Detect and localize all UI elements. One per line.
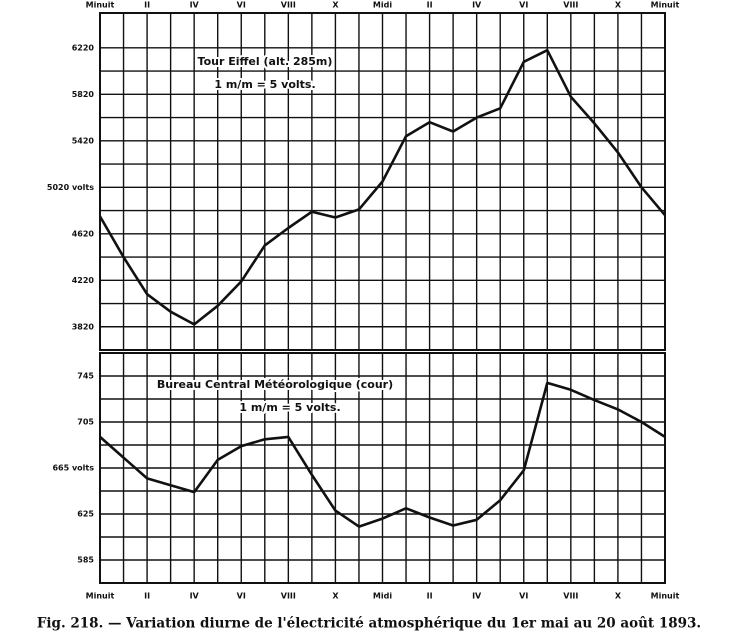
plot-frame (99, 12, 666, 351)
x-tick-label: Minuit (651, 1, 680, 10)
annotation: 1 m/m = 5 volts. (214, 78, 315, 91)
y-tick-label: 585 (77, 556, 94, 565)
x-tick-label: X (332, 1, 339, 10)
y-tick-label: 665 volts (52, 464, 94, 473)
x-tick-label: Minuit (86, 592, 115, 601)
x-tick-label: VIII (563, 592, 578, 601)
y-tick-label: 745 (77, 372, 94, 381)
x-tick-label: Midi (373, 1, 392, 10)
x-tick-label: Minuit (651, 592, 680, 601)
x-tick-label: VIII (281, 592, 296, 601)
x-tick-label: VI (519, 1, 528, 10)
x-tick-label: VI (519, 592, 528, 601)
y-tick-label: 625 (77, 510, 94, 519)
annotation: 1 m/m = 5 volts. (239, 401, 340, 414)
y-tick-label: 5420 (72, 136, 95, 145)
y-tick-label: 5020 volts (47, 183, 94, 192)
x-tick-label: IV (472, 592, 482, 601)
x-tick-label: IV (190, 1, 200, 10)
x-tick-label: II (144, 1, 150, 10)
data-line (99, 381, 666, 528)
y-tick-label: 3820 (72, 322, 95, 331)
x-tick-label: II (427, 1, 433, 10)
x-tick-label: VIII (281, 1, 296, 10)
annotation: Bureau Central Météorologique (cour) (157, 378, 393, 391)
x-tick-label: X (332, 592, 339, 601)
x-tick-label: Midi (373, 592, 392, 601)
annotation: Tour Eiffel (alt. 285m) (198, 55, 333, 68)
plot-frame (99, 352, 666, 584)
y-tick-label: 4620 (72, 229, 95, 238)
y-tick-label: 6220 (72, 43, 95, 52)
y-tick-label: 5820 (72, 90, 95, 99)
x-tick-label: VIII (563, 1, 578, 10)
x-tick-label: X (615, 592, 622, 601)
caption: Fig. 218. — Variation diurne de l'électr… (37, 616, 701, 632)
x-tick-label: X (615, 1, 622, 10)
x-tick-label: IV (190, 592, 200, 601)
x-tick-label: II (144, 592, 150, 601)
x-tick-label: Minuit (86, 1, 115, 10)
x-tick-label: VI (237, 592, 246, 601)
y-tick-label: 4220 (72, 276, 95, 285)
data-line (98, 48, 666, 326)
x-tick-label: VI (237, 1, 246, 10)
x-tick-label: II (427, 592, 433, 601)
x-tick-label: IV (472, 1, 482, 10)
y-tick-label: 705 (77, 418, 94, 427)
